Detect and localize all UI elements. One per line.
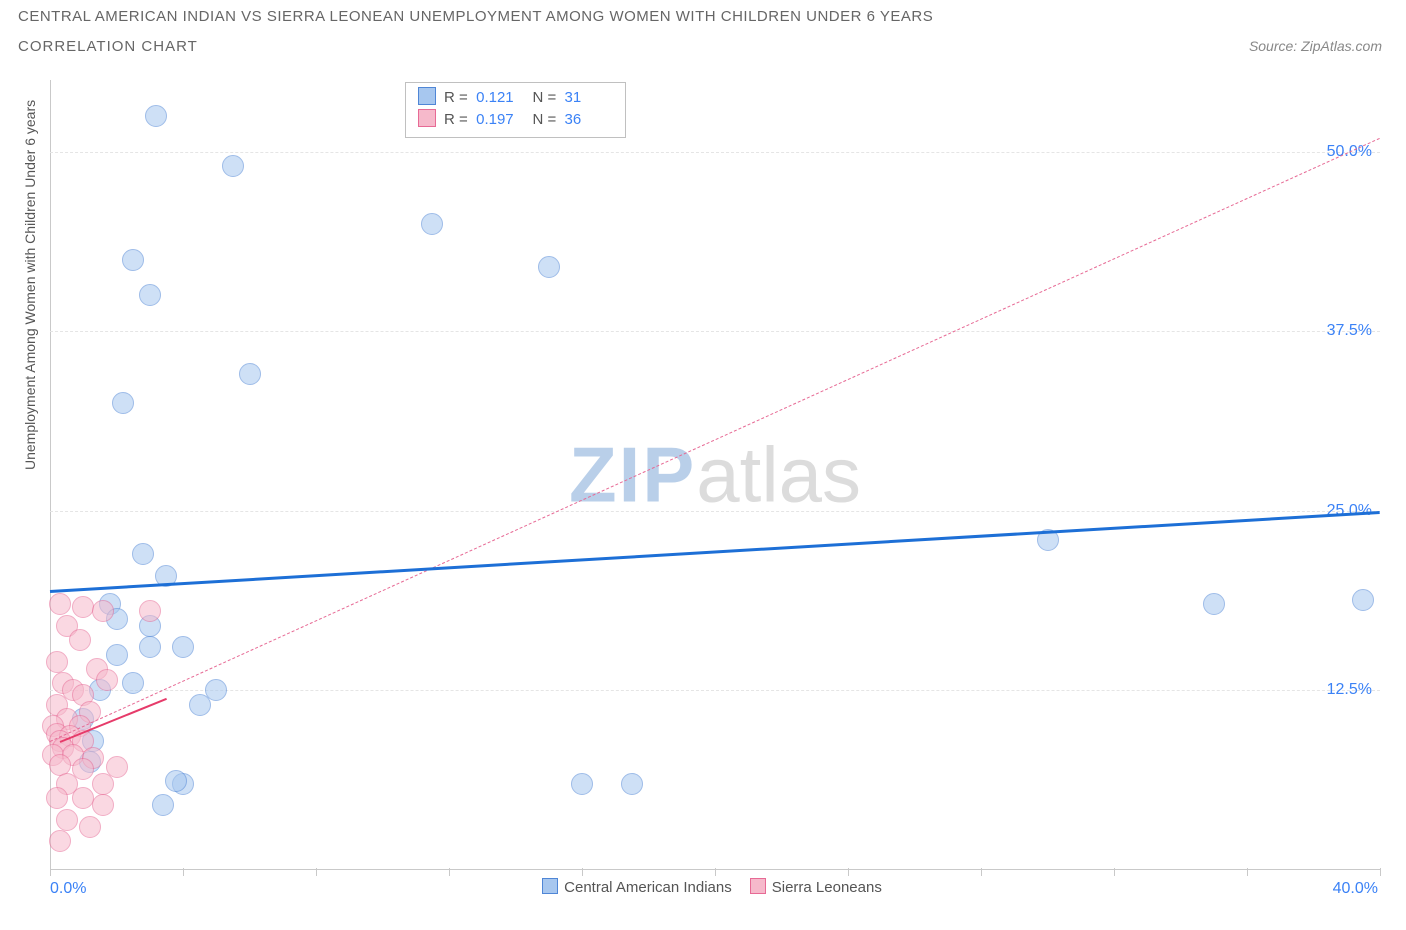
data-point-cai [538, 256, 560, 278]
data-point-sl [72, 787, 94, 809]
x-tick [183, 868, 184, 876]
bottom-legend: Central American Indians Sierra Leoneans [0, 878, 1406, 896]
data-point-sl [92, 773, 114, 795]
x-tick [449, 868, 450, 876]
data-point-sl [46, 787, 68, 809]
x-tick [848, 868, 849, 876]
stats-legend-box: R = 0.121 N = 31R = 0.197 N = 36 [405, 82, 626, 138]
data-point-cai [112, 392, 134, 414]
data-point-sl [92, 794, 114, 816]
chart-title: CENTRAL AMERICAN INDIAN VS SIERRA LEONEA… [18, 8, 933, 25]
data-point-cai [222, 155, 244, 177]
data-point-sl [139, 600, 161, 622]
data-point-sl [72, 596, 94, 618]
grid-line [50, 331, 1380, 332]
stat-n-sl: 36 [565, 109, 613, 131]
data-point-cai [421, 213, 443, 235]
source-attribution: Source: ZipAtlas.com [1249, 38, 1382, 54]
data-point-sl [56, 809, 78, 831]
data-point-sl [69, 629, 91, 651]
y-tick-label: 37.5% [1327, 322, 1372, 340]
bottom-swatch-cai [542, 878, 558, 894]
chart-container: CENTRAL AMERICAN INDIAN VS SIERRA LEONEA… [0, 0, 1406, 930]
data-point-sl [79, 816, 101, 838]
bottom-swatch-sl [750, 878, 766, 894]
watermark: ZIPatlas [569, 430, 861, 521]
y-axis-label: Unemployment Among Women with Children U… [22, 100, 38, 470]
watermark-atlas: atlas [696, 431, 861, 519]
data-point-cai [621, 773, 643, 795]
data-point-cai [106, 644, 128, 666]
x-tick [582, 868, 583, 876]
grid-line [50, 152, 1380, 153]
plot-area: ZIPatlas R = 0.121 N = 31R = 0.197 N = 3… [50, 80, 1380, 870]
stat-r-cai: 0.121 [476, 87, 524, 109]
data-point-cai [571, 773, 593, 795]
x-tick [981, 868, 982, 876]
watermark-zip: ZIP [569, 431, 696, 519]
data-point-cai [1352, 589, 1374, 611]
data-point-sl [92, 600, 114, 622]
data-point-cai [165, 770, 187, 792]
x-tick [1380, 868, 1381, 876]
x-tick [1247, 868, 1248, 876]
legend-swatch-sl [418, 109, 436, 127]
data-point-cai [132, 543, 154, 565]
data-point-cai [145, 105, 167, 127]
grid-line [50, 511, 1380, 512]
data-point-sl [46, 651, 68, 673]
stat-r-sl: 0.197 [476, 109, 524, 131]
data-point-sl [49, 830, 71, 852]
data-point-cai [152, 794, 174, 816]
grid-line [50, 690, 1380, 691]
data-point-cai [139, 284, 161, 306]
chart-subtitle: CORRELATION CHART [18, 38, 198, 55]
trend-line [50, 137, 1380, 741]
trend-line [50, 511, 1380, 593]
y-tick-label: 12.5% [1327, 681, 1372, 699]
data-point-cai [189, 694, 211, 716]
x-tick [1114, 868, 1115, 876]
data-point-sl [49, 593, 71, 615]
stats-row-sl: R = 0.197 N = 36 [418, 109, 613, 131]
data-point-cai [172, 636, 194, 658]
data-point-cai [122, 672, 144, 694]
data-point-sl [96, 669, 118, 691]
data-point-cai [122, 249, 144, 271]
bottom-label-sl: Sierra Leoneans [772, 879, 882, 896]
data-point-cai [1203, 593, 1225, 615]
stats-row-cai: R = 0.121 N = 31 [418, 87, 613, 109]
x-tick [50, 868, 51, 876]
data-point-cai [139, 636, 161, 658]
x-tick [316, 868, 317, 876]
x-tick [715, 868, 716, 876]
stat-n-cai: 31 [565, 87, 613, 109]
data-point-cai [239, 363, 261, 385]
bottom-label-cai: Central American Indians [564, 879, 732, 896]
legend-swatch-cai [418, 87, 436, 105]
